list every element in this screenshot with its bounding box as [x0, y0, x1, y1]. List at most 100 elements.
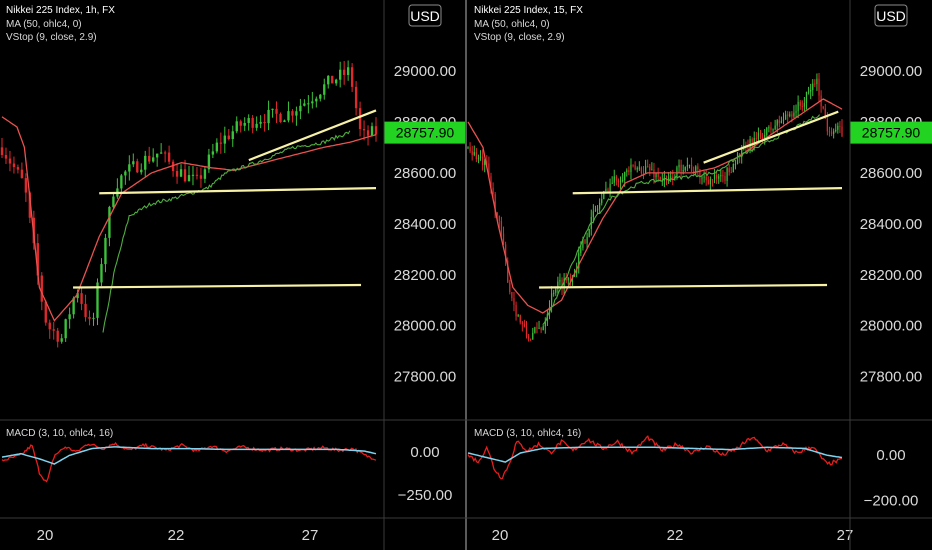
- price-tick-label: 28400.00: [860, 216, 923, 233]
- candle-body: [582, 239, 584, 248]
- candle-body: [223, 135, 226, 144]
- macd-tick-label: −200.00: [864, 493, 919, 510]
- price-plot[interactable]: [467, 72, 843, 480]
- time-axis[interactable]: 20 22 27: [492, 527, 854, 544]
- candle-body: [366, 130, 370, 136]
- candle-body: [299, 105, 302, 112]
- candle-body: [718, 176, 720, 179]
- candle-body: [12, 163, 16, 168]
- candle-body: [482, 156, 484, 165]
- candle-body: [770, 127, 772, 130]
- candle-body: [251, 118, 254, 128]
- candle-body: [592, 211, 594, 217]
- candle-body: [586, 237, 588, 244]
- candle-body: [642, 173, 645, 175]
- candle-body: [826, 118, 828, 132]
- candle-body: [810, 90, 812, 92]
- candle-body: [816, 78, 818, 85]
- candle-body: [833, 131, 835, 135]
- candle-body: [527, 336, 530, 339]
- candle-body: [507, 260, 509, 283]
- candle-body: [511, 291, 513, 299]
- trendline[interactable]: [248, 109, 377, 162]
- ma-line: [1, 116, 377, 322]
- candle-body: [152, 157, 155, 162]
- candle-body: [634, 165, 636, 170]
- price-axis[interactable]: 29000.0028800.0028600.0028400.0028200.00…: [860, 63, 923, 386]
- candle-body: [722, 175, 724, 177]
- candle-body: [542, 326, 544, 331]
- candle-body: [617, 180, 620, 183]
- candle-body: [709, 179, 711, 185]
- price-tick-label: 29000.00: [860, 63, 923, 80]
- candle-body: [16, 167, 20, 170]
- last-price-value: 28757.90: [862, 125, 921, 141]
- candle-body: [784, 114, 787, 120]
- trendline[interactable]: [572, 187, 843, 195]
- candle-body: [183, 169, 187, 182]
- candle-body: [68, 314, 71, 320]
- candle-body: [649, 166, 651, 171]
- macd-axis[interactable]: 0.00 −200.00: [864, 447, 919, 509]
- candle-body: [553, 292, 555, 294]
- candle-body: [613, 176, 615, 183]
- vstop-indicator-label[interactable]: VStop (9, close, 2.9): [474, 32, 565, 43]
- candle-body: [88, 316, 91, 319]
- macd-axis[interactable]: 0.00 −250.00: [398, 444, 453, 504]
- candle-body: [128, 164, 131, 172]
- candle-body: [632, 164, 634, 166]
- candle-body: [605, 189, 607, 192]
- trendline[interactable]: [73, 283, 362, 289]
- candle-body: [319, 94, 322, 99]
- candle-body: [690, 164, 693, 172]
- candle-body: [711, 179, 714, 181]
- candle-body: [80, 293, 83, 304]
- candle-body: [759, 132, 762, 137]
- chart-panel-15m[interactable]: Nikkei 225 Index, 15, FX MA (50, ohlc4, …: [467, 4, 932, 544]
- candle-body: [830, 131, 833, 135]
- chart-panel-1h[interactable]: Nikkei 225 Index, 1h, FX MA (50, ohlc4, …: [0, 4, 466, 544]
- time-axis[interactable]: 20 22 27: [37, 527, 319, 544]
- price-axis[interactable]: 29000.0028800.0028600.0028400.0028200.00…: [394, 63, 457, 386]
- candle-body: [475, 152, 477, 160]
- candle-body: [259, 121, 262, 124]
- ma-indicator-label[interactable]: MA (50, ohlc4, 0): [474, 19, 550, 30]
- candle-body: [678, 164, 680, 168]
- time-tick-label: 27: [837, 527, 854, 544]
- macd-indicator-label[interactable]: MACD (3, 10, ohlc4, 16): [6, 428, 113, 439]
- candle-body: [104, 237, 107, 265]
- candle-body: [525, 326, 528, 337]
- currency-label: USD: [410, 8, 440, 24]
- price-tick-label: 28600.00: [394, 165, 457, 182]
- vstop-indicator-label[interactable]: VStop (9, close, 2.9): [6, 32, 97, 43]
- candle-body: [757, 132, 760, 139]
- candle-body: [72, 298, 75, 315]
- time-tick-label: 27: [302, 527, 319, 544]
- price-tick-label: 28600.00: [860, 165, 923, 182]
- price-tick-label: 28000.00: [860, 318, 923, 335]
- price-tick-label: 29000.00: [394, 63, 457, 80]
- candle-body: [92, 317, 95, 319]
- candle-body: [626, 170, 628, 172]
- currency-button[interactable]: USD: [874, 4, 908, 27]
- candle-body: [791, 114, 793, 117]
- candle-body: [519, 314, 521, 323]
- candle-body: [362, 129, 366, 131]
- trendline[interactable]: [703, 110, 839, 164]
- candle-body: [801, 106, 803, 108]
- macd-indicator-label[interactable]: MACD (3, 10, ohlc4, 16): [474, 428, 581, 439]
- candle-body: [279, 113, 282, 122]
- ma-indicator-label[interactable]: MA (50, ohlc4, 0): [6, 19, 82, 30]
- candle-body: [144, 155, 147, 170]
- currency-button[interactable]: USD: [408, 4, 442, 27]
- trendline[interactable]: [99, 187, 377, 195]
- candle-body: [76, 293, 79, 299]
- candle-body: [609, 183, 611, 193]
- time-tick-label: 20: [37, 527, 54, 544]
- candle-body: [469, 147, 471, 152]
- candle-body: [84, 303, 87, 317]
- price-tick-label: 28200.00: [394, 267, 457, 284]
- price-plot[interactable]: [0, 60, 378, 483]
- candle-body: [778, 120, 780, 124]
- trendline[interactable]: [539, 283, 828, 289]
